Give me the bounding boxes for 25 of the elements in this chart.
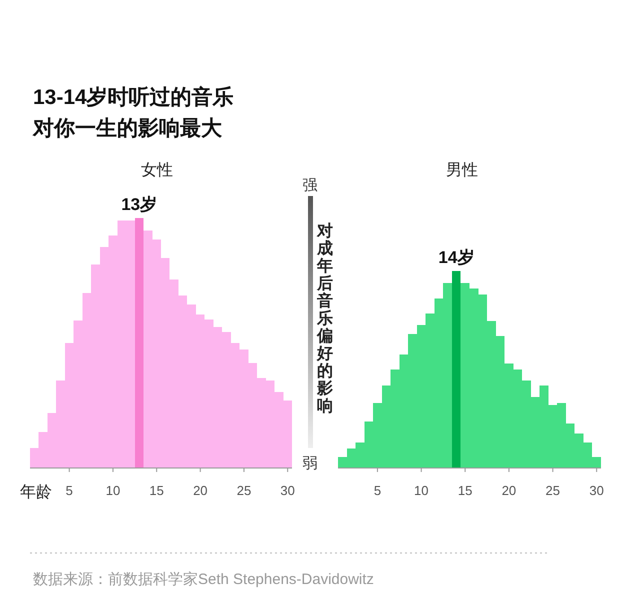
bar <box>452 271 461 468</box>
x-tick-label: 15 <box>458 483 472 498</box>
x-tick-label: 10 <box>106 483 120 498</box>
x-tick-label: 25 <box>546 483 560 498</box>
text: 13-14岁时听过的音乐 <box>33 85 234 109</box>
text: 14岁 <box>438 248 474 267</box>
text: 对成年后音乐偏好的影响 <box>317 223 333 415</box>
text: 对你一生的影响最大 <box>32 117 223 140</box>
text: 13岁 <box>121 195 158 214</box>
x-tick-label: 15 <box>149 483 164 498</box>
text: 强 <box>302 177 318 194</box>
chart-title: 女性 <box>141 162 173 179</box>
chart-title: 男性 <box>446 162 478 179</box>
text: 弱 <box>302 455 318 472</box>
x-tick-label: 20 <box>502 483 516 498</box>
x-tick-label: 10 <box>414 483 429 498</box>
source-note: 数据来源：前数据科学家Seth Stephens-Davidowitz <box>33 571 374 588</box>
x-tick-label: 30 <box>589 483 604 498</box>
x-tick-label: 20 <box>193 483 208 498</box>
x-tick-label: 5 <box>374 483 382 498</box>
bar <box>134 218 144 468</box>
x-tick-label: 5 <box>66 483 73 498</box>
x-tick-label: 25 <box>236 483 252 498</box>
x-tick-label: 30 <box>280 483 295 498</box>
x-axis-title: 年龄 <box>20 484 52 501</box>
